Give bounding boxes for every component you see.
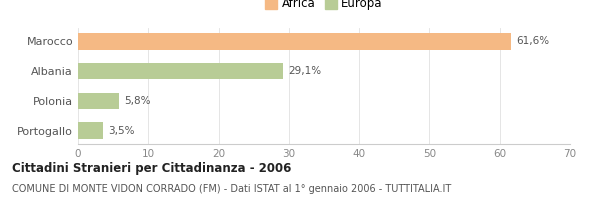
Bar (78, 93, 119, 109)
Text: 29,1%: 29,1% (288, 66, 321, 76)
Bar (78, 33, 511, 50)
Legend: Africa, Europa: Africa, Europa (263, 0, 385, 13)
Text: Cittadini Stranieri per Cittadinanza - 2006: Cittadini Stranieri per Cittadinanza - 2… (12, 162, 292, 175)
Text: COMUNE DI MONTE VIDON CORRADO (FM) - Dati ISTAT al 1° gennaio 2006 - TUTTITALIA.: COMUNE DI MONTE VIDON CORRADO (FM) - Dat… (12, 184, 451, 194)
Text: 5,8%: 5,8% (124, 96, 151, 106)
Text: 61,6%: 61,6% (517, 36, 550, 46)
Text: 3,5%: 3,5% (108, 126, 135, 136)
Bar (78, 63, 283, 79)
Bar (78, 122, 103, 139)
